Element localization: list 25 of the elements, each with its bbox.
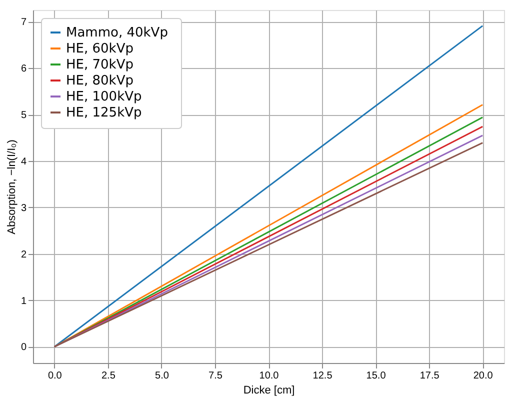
legend-label: HE, 60kVp (66, 42, 134, 56)
legend-label: HE, 70kVp (66, 58, 134, 72)
x-tick-label: 2.5 (101, 370, 116, 382)
legend-label: HE, 80kVp (66, 74, 134, 88)
x-tick-label: 15.0 (366, 370, 386, 382)
legend-label: HE, 125kVp (66, 106, 142, 120)
y-tick-label: 2 (20, 249, 27, 260)
legend-label: Mammo, 40kVp (66, 26, 168, 40)
y-tick-label: 6 (20, 64, 27, 75)
y-tick-label: 4 (20, 156, 27, 168)
y-tick-label: 0 (20, 342, 27, 354)
x-tick-label: 20.0 (473, 370, 494, 382)
y-tick-label: 3 (20, 202, 27, 214)
x-tick-label: 0.0 (48, 370, 62, 382)
legend-label: HE, 100kVp (66, 90, 142, 104)
x-tick-label: 12.5 (312, 370, 333, 382)
x-tick-label: 10.0 (259, 370, 280, 382)
x-tick-label: 7.5 (208, 370, 223, 382)
y-tick-label: 5 (20, 110, 27, 122)
x-axis-title: Dicke [cm] (243, 384, 295, 396)
x-tick-label: 17.5 (420, 370, 440, 382)
y-tick-label: 1 (20, 296, 27, 307)
y-tick-label: 7 (20, 17, 27, 28)
y-axis-title: Absorption, −ln(I/I₀) (6, 140, 18, 234)
x-tick-label: 5.0 (155, 370, 170, 382)
